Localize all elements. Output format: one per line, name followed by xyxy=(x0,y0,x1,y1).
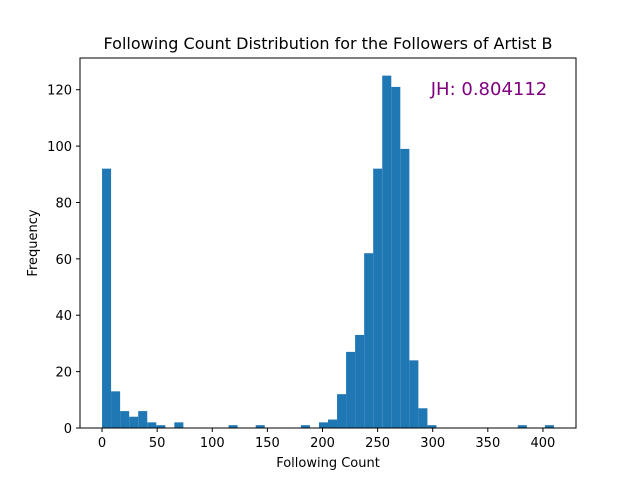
y-axis-label: Frequency xyxy=(26,209,41,276)
x-axis-ticks: 0 50 100 150 200 250 300 350 400 xyxy=(98,428,555,451)
y-tick-label: 40 xyxy=(55,309,72,324)
plot-frame xyxy=(79,57,577,429)
histogram-bar xyxy=(102,168,112,428)
histogram-bar xyxy=(174,422,184,428)
jh-annotation: JH: 0.804112 xyxy=(430,79,548,100)
y-axis-ticks: 0 20 40 60 80 100 120 xyxy=(47,84,80,437)
y-tick-label: 100 xyxy=(47,140,72,155)
x-tick-label: 50 xyxy=(149,436,166,451)
x-tick-label: 250 xyxy=(365,436,390,451)
histogram-bar xyxy=(300,425,310,428)
histogram-bars xyxy=(102,75,554,429)
histogram-bar xyxy=(129,416,139,428)
x-tick-label: 300 xyxy=(420,436,445,451)
histogram-bar xyxy=(328,419,338,428)
y-tick-label: 20 xyxy=(55,366,72,381)
histogram-bar xyxy=(391,86,401,429)
x-tick-label: 150 xyxy=(255,436,280,451)
x-tick-label: 100 xyxy=(200,436,225,451)
histogram-bar xyxy=(364,253,374,428)
x-tick-label: 200 xyxy=(310,436,335,451)
x-axis-label: Following Count xyxy=(276,456,380,471)
histogram-bar xyxy=(427,425,437,428)
histogram-bar xyxy=(318,422,328,428)
histogram-bar xyxy=(409,360,419,428)
y-tick-label: 0 xyxy=(64,422,72,437)
histogram-bar xyxy=(355,334,365,428)
histogram-bar xyxy=(346,351,356,428)
histogram-bar xyxy=(544,425,554,428)
histogram-bar xyxy=(138,411,148,428)
histogram-bar xyxy=(255,425,265,428)
histogram-bar xyxy=(228,425,238,428)
histogram-bar xyxy=(517,425,527,428)
histogram-bar xyxy=(156,425,166,428)
histogram-bar xyxy=(382,75,392,429)
histogram-bar xyxy=(147,422,157,428)
histogram-bar xyxy=(111,391,121,428)
chart-title: Following Count Distribution for the Fol… xyxy=(104,34,553,53)
y-tick-label: 120 xyxy=(47,84,72,99)
x-tick-label: 400 xyxy=(531,436,556,451)
histogram-bar xyxy=(400,148,410,428)
histogram-bar xyxy=(418,408,428,428)
y-tick-label: 80 xyxy=(55,196,72,211)
x-tick-label: 350 xyxy=(475,436,500,451)
histogram-bar xyxy=(373,168,383,428)
histogram-bar xyxy=(337,394,347,428)
histogram-bar xyxy=(120,411,130,428)
x-tick-label: 0 xyxy=(98,436,106,451)
y-tick-label: 60 xyxy=(55,253,72,268)
